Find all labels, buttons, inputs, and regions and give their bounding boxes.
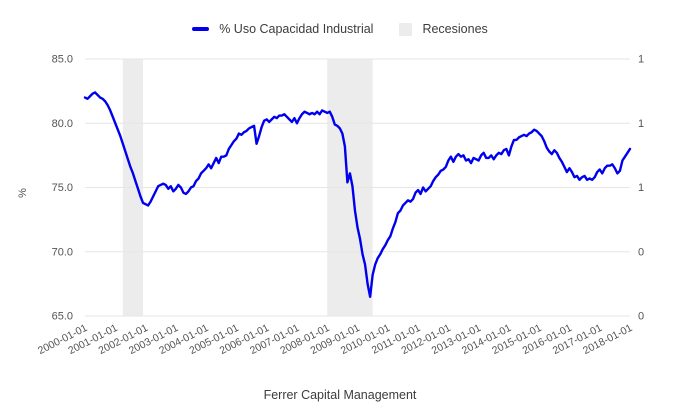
y-tick-label: 85.0 [52, 54, 73, 66]
legend-item-capacity[interactable]: % Uso Capacidad Industrial [192, 22, 373, 36]
y-tick-label: 80.0 [52, 118, 73, 130]
right-tick-label: 1 [638, 118, 644, 130]
legend: % Uso Capacidad Industrial Recesiones [0, 22, 680, 36]
legend-label-capacity: % Uso Capacidad Industrial [219, 22, 374, 36]
recession-swatch-icon [399, 22, 413, 36]
right-tick-label: 1 [638, 182, 644, 194]
x-axis-title: Ferrer Capital Management [263, 388, 417, 402]
legend-item-recessions[interactable]: Recesiones [399, 22, 488, 36]
y-axis-title: % [16, 188, 29, 198]
right-tick-label: 1 [638, 54, 644, 66]
y-tick-label: 65.0 [52, 311, 73, 323]
series-line-capacity-utilization[interactable] [83, 91, 632, 298]
right-tick-label: 0 [638, 311, 644, 323]
line-swatch-icon [192, 27, 210, 31]
y-tick-label: 70.0 [52, 246, 73, 258]
right-tick-label: 0 [638, 246, 644, 258]
legend-label-recessions: Recesiones [422, 22, 488, 36]
y-tick-label: 75.0 [52, 182, 73, 194]
